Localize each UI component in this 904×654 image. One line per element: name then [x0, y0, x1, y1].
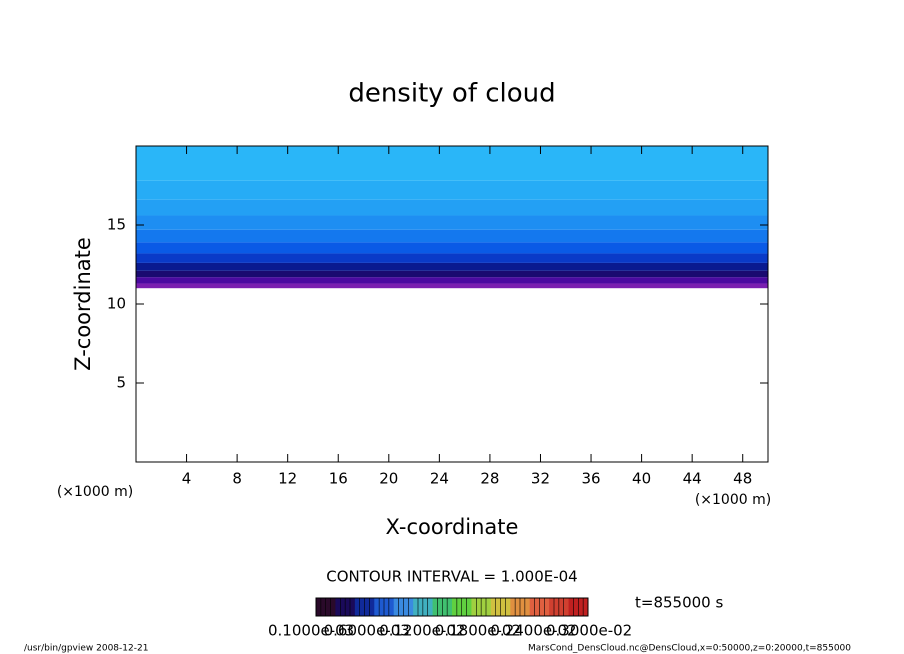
x-axis-label: X-coordinate [386, 515, 519, 539]
x-tick-label: 28 [480, 470, 499, 488]
contour-band [136, 215, 768, 230]
time-label: t=855000 s [635, 594, 723, 612]
contour-band [136, 199, 768, 216]
y-tick-label: 5 [116, 374, 126, 392]
x-tick-label: 40 [632, 470, 651, 488]
y-tick-label: 10 [107, 295, 126, 313]
colorbar-label: 0.3000e-02 [546, 622, 632, 640]
footer-right: MarsCond_DensCloud.nc@DensCloud,x=0:5000… [528, 644, 851, 654]
colorbar-label: 0.6000e-03 [324, 622, 410, 640]
x-tick-label: 36 [581, 470, 600, 488]
y-unit: (×1000 m) [57, 484, 133, 500]
x-tick-label: 8 [232, 470, 242, 488]
contour-band [136, 277, 768, 284]
x-tick-label: 48 [733, 470, 752, 488]
contour-band [136, 253, 768, 263]
contour-band [136, 270, 768, 278]
y-axis-label: Z-coordinate [71, 237, 95, 371]
contour-band [136, 283, 768, 289]
x-tick-label: 16 [329, 470, 348, 488]
colorbar-label: 0.1200e-02 [379, 622, 465, 640]
colorbar-label: 0.2400e-02 [490, 622, 576, 640]
contour-band [136, 262, 768, 271]
footer-left: /usr/bin/gpview 2008-12-21 [24, 644, 148, 654]
colorbar-frame [315, 597, 589, 617]
chart-title: density of cloud [348, 79, 555, 109]
x-tick-label: 4 [182, 470, 192, 488]
x-tick-label: 12 [278, 470, 297, 488]
contour-band [136, 180, 768, 200]
contour-interval: CONTOUR INTERVAL = 1.000E-04 [326, 568, 577, 586]
x-unit: (×1000 m) [695, 492, 771, 508]
x-tick-label: 32 [531, 470, 550, 488]
x-tick-label: 24 [430, 470, 449, 488]
contour-band [136, 146, 768, 181]
contour-band [136, 229, 768, 243]
contour-band [136, 242, 768, 254]
y-tick-label: 15 [107, 216, 126, 234]
x-tick-label: 44 [683, 470, 702, 488]
colorbar-label: 0.1800e-02 [435, 622, 521, 640]
x-tick-label: 20 [379, 470, 398, 488]
colorbar-label: 0.1000e-03 [268, 622, 354, 640]
